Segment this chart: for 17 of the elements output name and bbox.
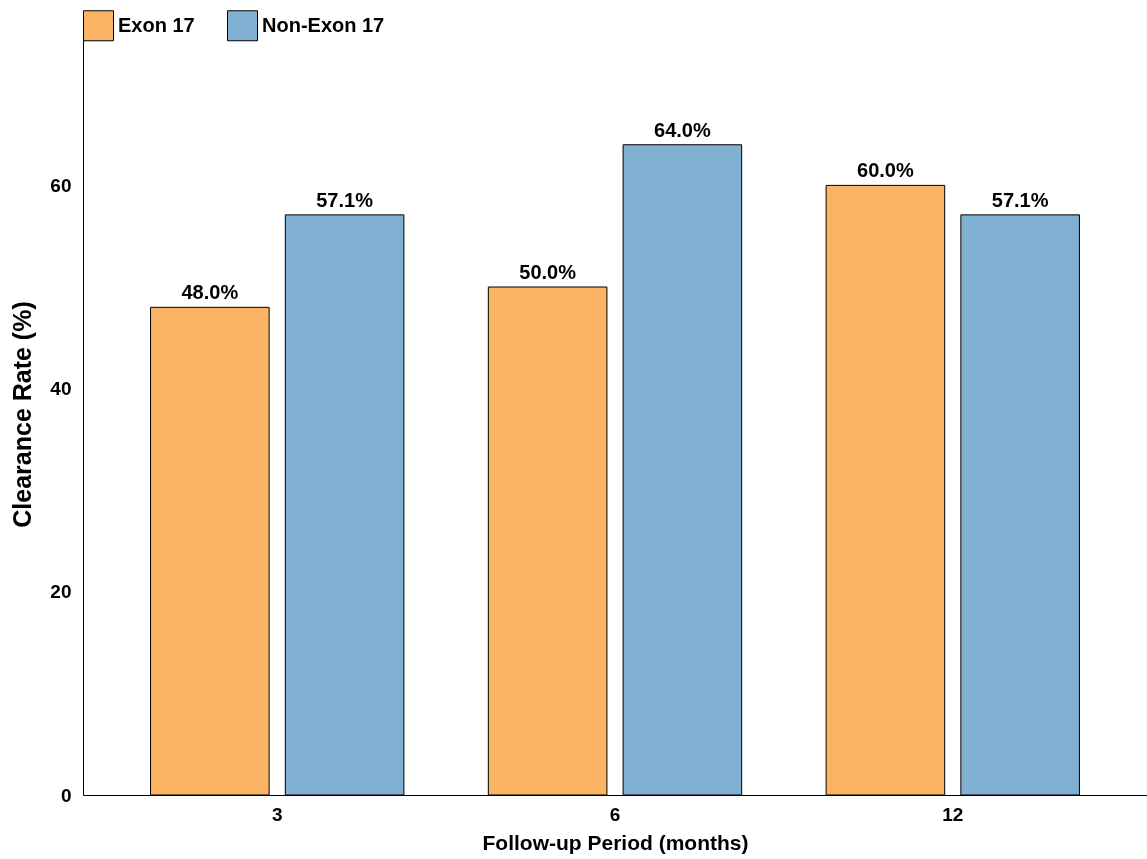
x-tick-label: 3 [271, 803, 283, 825]
legend-label: Non-Exon 17 [262, 13, 385, 36]
y-axis-title: Clearance Rate (%) [8, 301, 37, 528]
data-label: 57.1% [991, 188, 1049, 211]
data-label: 50.0% [519, 261, 577, 283]
data-label: 57.1% [316, 188, 374, 211]
x-tick-label: 6 [609, 803, 621, 825]
legend-label: Exon 17 [118, 13, 195, 36]
y-tick-label: 60 [50, 174, 72, 196]
y-tick-label: 40 [50, 378, 72, 400]
x-axis-title: Follow-up Period (months) [482, 830, 749, 854]
data-label: 60.0% [857, 159, 914, 182]
y-tick-label: 20 [50, 581, 72, 603]
data-label: 64.0% [654, 118, 711, 141]
data-label: 48.0% [181, 281, 239, 304]
y-tick-label: 0 [60, 784, 72, 806]
x-tick-label: 12 [942, 803, 964, 825]
